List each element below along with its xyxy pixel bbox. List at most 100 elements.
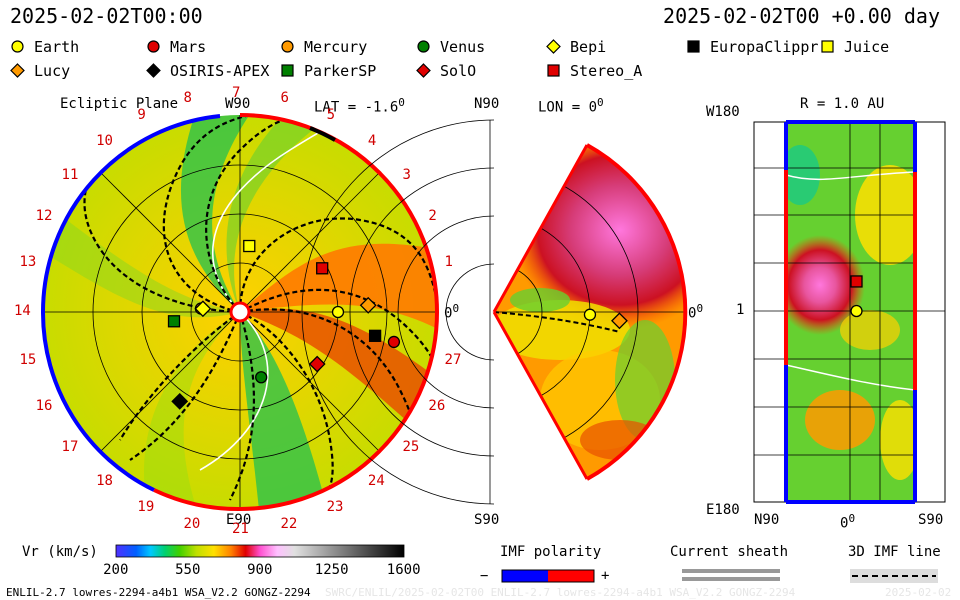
carrington-label: 5 (326, 106, 336, 123)
mars-marker (387, 335, 401, 349)
carrington-label: 12 (35, 208, 53, 225)
radial-map-bottom-left-label: E180 (706, 502, 740, 518)
carrington-label: 1 (444, 254, 453, 271)
bepi-marker (194, 300, 212, 318)
carrington-label: 15 (19, 351, 37, 368)
radial-map-x-right: S90 (918, 512, 944, 528)
radial-map-x-left: N90 (754, 512, 780, 528)
carrington-label: 16 (35, 397, 53, 414)
carrington-label: 26 (428, 397, 446, 414)
imf-polarity-title: IMF polarity (500, 544, 602, 560)
legend-item: Mercury (280, 38, 367, 56)
carrington-label: 27 (444, 351, 462, 368)
carrington-label: 24 (367, 473, 385, 490)
carrington-label: 4 (367, 132, 377, 149)
carrington-label: 23 (326, 499, 344, 516)
ecliptic-title: Ecliptic Plane (60, 96, 179, 112)
carrington-label: 22 (280, 515, 298, 532)
timestamp-left: 2025-02-02T00:00 (10, 4, 203, 28)
footer-run: SWRC/ENLIL/2025-02-02T00 ENLIL-2.7 lowre… (325, 586, 796, 599)
stereo-a-marker (316, 262, 329, 275)
legend-item-label: Mercury (304, 38, 368, 56)
legend-item-label: Mars (170, 38, 207, 56)
carrington-label: 13 (19, 254, 37, 271)
carrington-label: 25 (402, 438, 420, 455)
carrington-label: 17 (61, 438, 79, 455)
legend-item-label: Juice (844, 38, 890, 56)
carrington-label: 2 (428, 208, 437, 225)
colorbar-tick: 1250 (314, 562, 349, 578)
legend-item-label: SolO (440, 62, 477, 80)
carrington-label: 6 (280, 90, 289, 107)
legend-item-label: EuropaClippr (710, 38, 819, 56)
meridional-bottom-label: S90 (474, 512, 500, 528)
legend-item: Mars (146, 38, 206, 56)
legend-item-label: Venus (440, 38, 486, 56)
carrington-label: 3 (402, 167, 411, 184)
earth-marker (331, 305, 345, 319)
timestamp-right: 2025-02-02T00 +0.00 day (663, 4, 940, 28)
meridional-top-label: N90 (474, 96, 500, 112)
imf-polarity-minus: − (480, 568, 489, 584)
legend-item-label: OSIRIS-APEX (170, 62, 270, 80)
legend-item: Lucy (10, 62, 70, 80)
ecliptic-top-label: W90 (225, 96, 251, 112)
legend-item: Bepi (546, 38, 606, 56)
colorbar-tick: 1600 (386, 562, 421, 578)
colorbar-tick: 900 (247, 562, 273, 578)
stereo-a-marker (850, 275, 863, 288)
earth-marker (850, 304, 863, 318)
carrington-label: 11 (61, 167, 79, 184)
meridional-right-label: 00 (688, 302, 704, 322)
legend-item: ParkerSP (280, 62, 376, 80)
footer-date: 2025-02-02 (885, 586, 952, 599)
europaclippr-marker (368, 329, 382, 342)
legend-item-label: Lucy (34, 62, 71, 80)
carrington-label: 9 (137, 106, 146, 123)
osiris-apex-marker (171, 392, 189, 410)
legend-item: EuropaClippr (686, 38, 818, 56)
colorbar-tick: 200 (103, 562, 129, 578)
ecliptic-bottom-label: E90 (226, 512, 252, 528)
ecliptic-lat-label: LAT = -1.60 (314, 96, 405, 116)
legend-item: Juice (820, 38, 889, 56)
legend-item-label: Bepi (570, 38, 607, 56)
radial-map-r-label: R = 1.0 AU (800, 96, 885, 112)
radial-map-top-left-label: W180 (706, 104, 740, 120)
carrington-label: 8 (183, 90, 192, 107)
carrington-label: 14 (14, 303, 31, 319)
lucy-marker (611, 312, 628, 330)
legend-item: SolO (416, 62, 476, 80)
colorbar-label: Vr (km/s) (22, 544, 98, 560)
earth-marker (583, 308, 597, 321)
imf-polarity-plus: + (601, 568, 610, 584)
solo-marker (308, 355, 326, 373)
colorbar-tick: 550 (175, 562, 201, 578)
radial-map-x-mid: 00 (840, 512, 856, 532)
venus-marker (255, 371, 268, 384)
legend-item: Venus (416, 38, 485, 56)
legend-item-label: ParkerSP (304, 62, 377, 80)
ecliptic-right-label: 00 (444, 302, 460, 322)
radial-map-mid-left-label: 1 (736, 302, 745, 318)
legend-item-label: Earth (34, 38, 80, 56)
carrington-label: 21 (232, 521, 249, 537)
current-sheath-symbol (682, 569, 780, 581)
carrington-label: 7 (232, 85, 241, 101)
carrington-label: 18 (96, 473, 113, 490)
carrington-label: 10 (96, 132, 113, 149)
colorbar (115, 544, 405, 558)
legend-item-label: Stereo_A (570, 62, 643, 80)
legend-item: OSIRIS-APEX (146, 62, 269, 80)
radial-map-panel (753, 120, 946, 504)
carrington-label: 20 (183, 515, 201, 532)
legend-item: Stereo_A (546, 62, 642, 80)
imf-line-title: 3D IMF line (848, 544, 941, 560)
parkersp-marker (167, 315, 181, 328)
meridional-lon-label: LON = 00 (538, 96, 604, 116)
imf-line-symbol (850, 569, 938, 583)
current-sheath-title: Current sheath (670, 544, 789, 560)
legend-item: Earth (10, 38, 79, 56)
imf-polarity-bar (501, 569, 595, 583)
